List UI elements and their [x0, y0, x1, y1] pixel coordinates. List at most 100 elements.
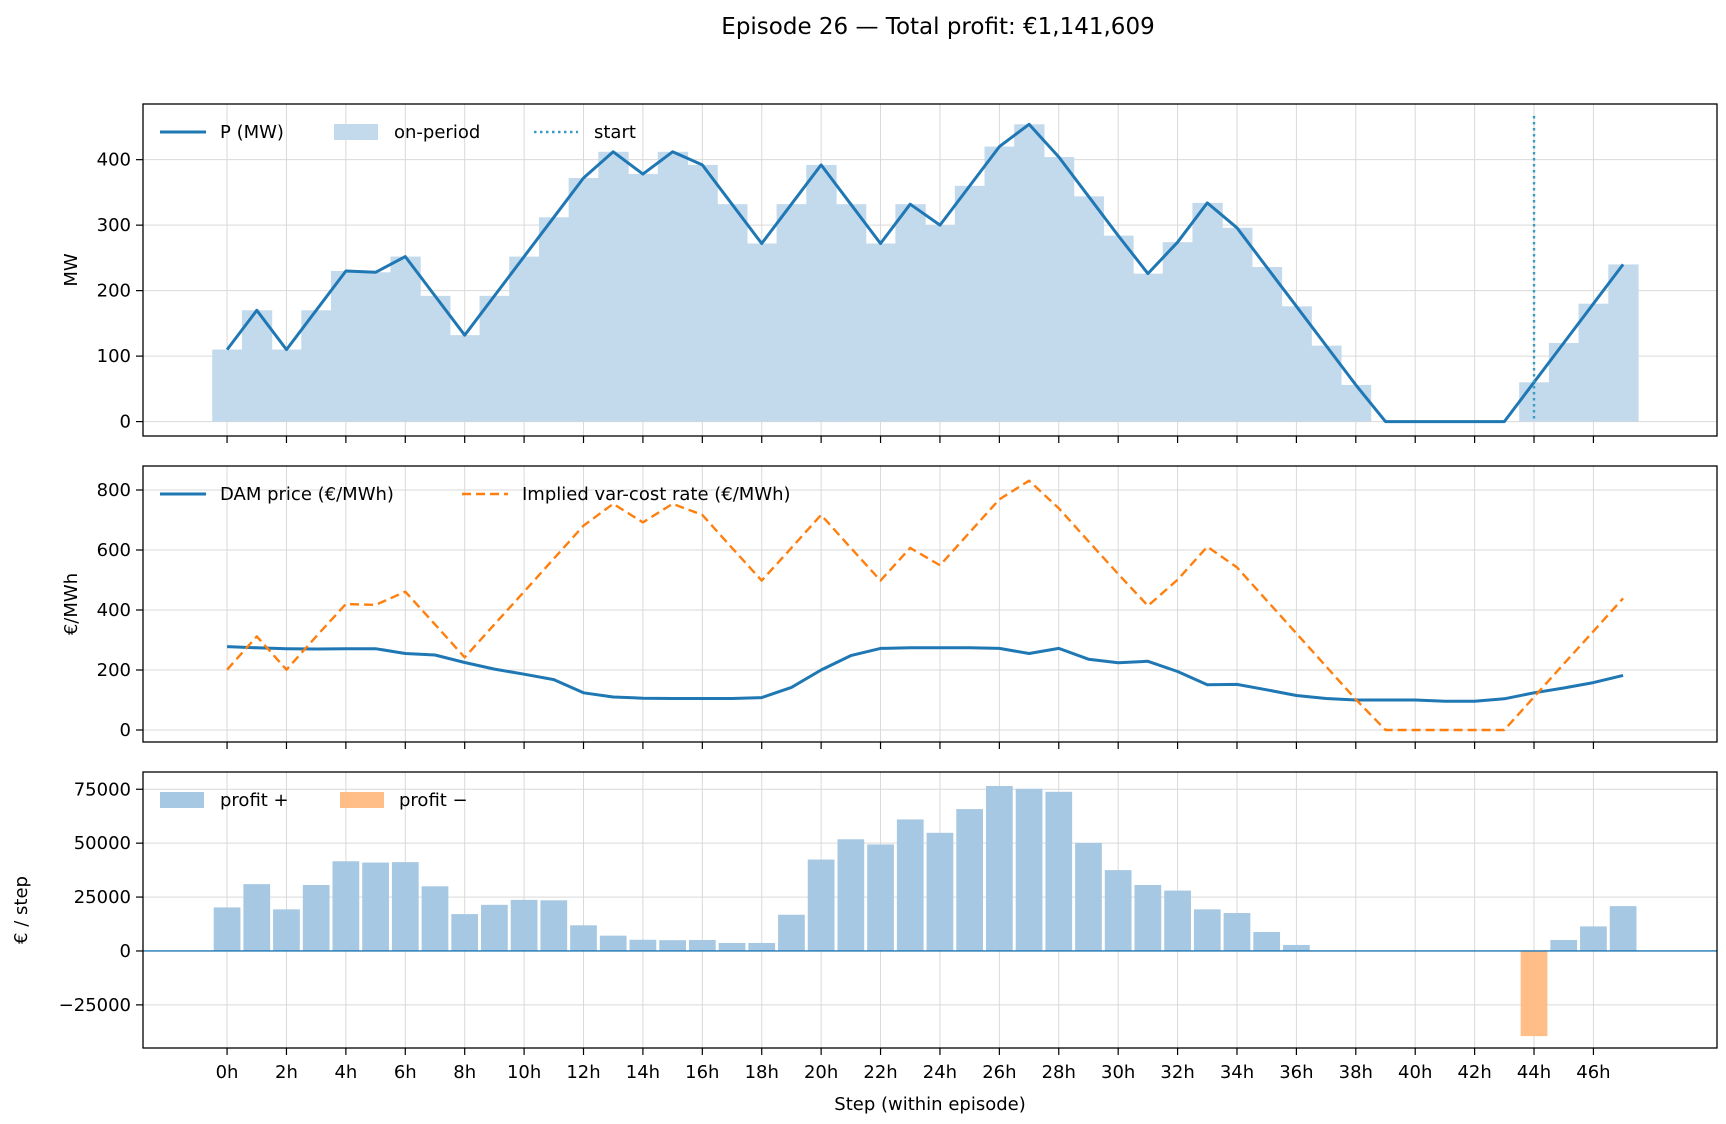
axes-frame	[142, 465, 1718, 743]
profit-bar	[421, 886, 449, 951]
y-tick-label: 75000	[74, 779, 131, 800]
plot-area	[226, 479, 1624, 732]
plot-area	[143, 786, 1717, 1037]
on-period-bar	[1311, 345, 1342, 422]
on-period-fill	[212, 124, 1639, 422]
y-tick-label: −25000	[59, 995, 131, 1016]
on-period-bar	[271, 349, 302, 422]
on-period-bar	[568, 177, 599, 422]
x-tick-label: 36h	[1279, 1062, 1313, 1083]
on-period-bar	[1281, 306, 1312, 422]
profit-bar	[1283, 944, 1310, 951]
on-period-bar	[212, 349, 243, 422]
legend-profit-pos-label: profit +	[220, 790, 289, 811]
profit-bar	[837, 839, 865, 951]
profit-bar	[956, 809, 984, 951]
profit-bar	[570, 925, 597, 951]
profit-bar	[748, 942, 776, 951]
profit-bar	[481, 904, 508, 951]
on-period-bar	[598, 151, 629, 422]
y-ticks: 0 200 400 600 800	[97, 480, 143, 741]
profit-bar	[1193, 909, 1221, 951]
legend-on-period-swatch	[334, 124, 378, 140]
on-period-bar	[895, 204, 926, 422]
x-tick-label: 44h	[1517, 1062, 1551, 1083]
profit-bar	[451, 914, 479, 951]
power-line	[225, 122, 1625, 424]
profit-bar	[1015, 788, 1043, 951]
on-period-bar	[806, 164, 837, 422]
y-tick-label: 300	[97, 215, 131, 236]
x-ticks	[226, 742, 1595, 749]
legend: DAM price (€/MWh) Implied var-cost rate (…	[160, 484, 791, 505]
y-axis-label: € / step	[11, 876, 32, 944]
profit-bar	[362, 862, 389, 951]
y-tick-label: 100	[97, 346, 131, 367]
x-tick-label: 42h	[1457, 1062, 1491, 1083]
x-tick-label: 38h	[1339, 1062, 1373, 1083]
on-period-bar	[479, 295, 510, 422]
on-period-bar	[1103, 235, 1134, 422]
x-tick-label: 24h	[923, 1062, 957, 1083]
on-period-bar	[628, 174, 659, 422]
y-tick-label: 25000	[74, 887, 131, 908]
profit-bar	[540, 900, 568, 951]
profit-bar	[985, 786, 1013, 951]
profit-bar	[659, 940, 686, 951]
on-period-bar	[746, 243, 778, 422]
x-tick-label: 30h	[1101, 1062, 1135, 1083]
profit-bar	[1075, 842, 1102, 951]
y-tick-label: 0	[120, 720, 131, 741]
on-period-bar	[657, 151, 689, 422]
on-period-bar	[390, 256, 421, 422]
profit-bar	[1609, 906, 1637, 951]
profit-positive-bars	[213, 786, 1637, 951]
on-period-bar	[1222, 227, 1253, 422]
legend-profit-pos-swatch	[160, 792, 204, 808]
legend-var-cost-label: Implied var-cost rate (€/MWh)	[522, 484, 791, 505]
y-tick-label: 200	[97, 660, 131, 681]
x-tick-label: 32h	[1160, 1062, 1194, 1083]
x-tick-label: 20h	[804, 1062, 838, 1083]
x-tick-label: 10h	[507, 1062, 541, 1083]
profit-bar	[391, 862, 419, 951]
x-ticks	[226, 436, 1595, 443]
x-tick-label: 8h	[453, 1062, 476, 1083]
on-period-bar	[331, 270, 362, 422]
x-axis-label: Step (within episode)	[834, 1094, 1025, 1115]
x-tick-label: 6h	[394, 1062, 417, 1083]
x-tick-label: 14h	[626, 1062, 660, 1083]
profit-bar	[599, 935, 627, 951]
y-axis-label: MW	[61, 253, 82, 287]
on-period-bar	[1251, 267, 1283, 422]
on-period-bar	[954, 185, 986, 422]
on-period-bar	[1608, 264, 1639, 422]
on-period-bar	[717, 204, 748, 422]
profit-bar	[332, 861, 360, 951]
x-tick-label: 26h	[982, 1062, 1016, 1083]
on-period-bar	[865, 243, 896, 422]
chart-title: Episode 26 — Total profit: €1,141,609	[721, 14, 1154, 40]
profit-bar	[718, 942, 746, 951]
profit-bar	[1045, 791, 1073, 951]
profit-bar	[1134, 884, 1162, 951]
dam-price-line	[227, 645, 1624, 703]
legend-start-label: start	[594, 122, 636, 143]
profit-bar	[778, 914, 805, 951]
on-period-bar	[1519, 382, 1550, 422]
legend-profit-neg-label: profit −	[399, 790, 468, 811]
on-period-bar	[538, 217, 570, 422]
profit-negative-bars	[1520, 950, 1548, 1037]
on-period-bar	[449, 335, 481, 422]
on-period-bar	[984, 146, 1015, 422]
profit-bar	[243, 884, 271, 951]
legend-profit-neg-swatch	[340, 792, 384, 808]
x-tick-label: 4h	[334, 1062, 357, 1083]
grid-lines	[143, 466, 1717, 742]
panel-1: 0 100 200 300 400 MW P (MW) on-period start	[61, 103, 1718, 443]
on-period-bar	[301, 310, 332, 422]
on-period-bar	[776, 204, 807, 422]
y-tick-label: 0	[120, 941, 131, 962]
var-cost-line	[226, 479, 1624, 732]
